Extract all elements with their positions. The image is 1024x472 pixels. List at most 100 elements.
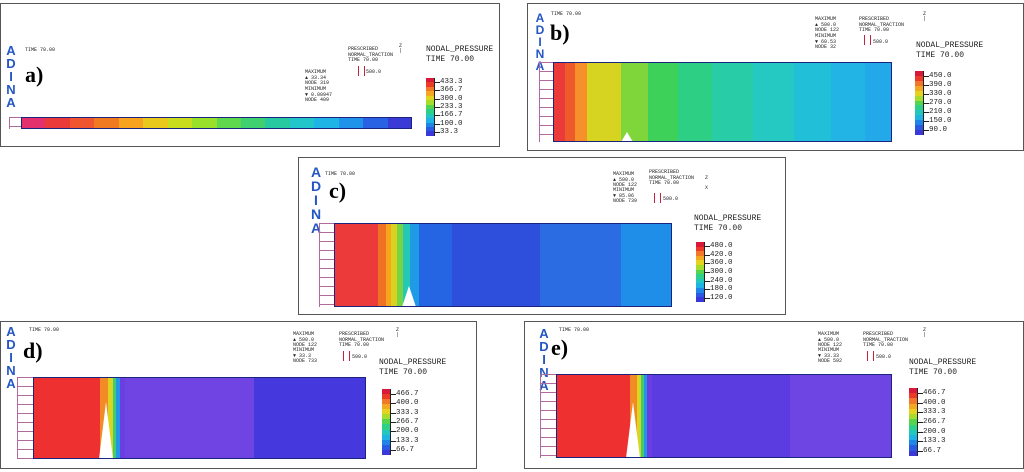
load-value: 500.0: [663, 196, 679, 202]
legend-color-swatch: [696, 274, 704, 279]
legend-color-bar: [382, 389, 390, 455]
legend-color-swatch: [382, 409, 390, 415]
max-info: MAXIMUM ▲ 500.0 NODE 122: [815, 16, 840, 34]
load-label: PRESCRIBED NORMAL_TRACTION TIME 70.00: [649, 169, 695, 187]
legend-color-swatch: [915, 90, 923, 96]
legend-color-swatch: [382, 439, 390, 445]
contour-band: [644, 374, 648, 458]
contour-band: [377, 223, 388, 307]
boundary-ticks: [9, 117, 22, 129]
load-arrow-icon: [654, 193, 661, 203]
legend-color-swatch: [909, 445, 917, 451]
contour-band: [640, 374, 646, 458]
boundary-ticks: [17, 377, 34, 459]
legend-color-swatch: [915, 85, 923, 91]
legend-ticks: [390, 389, 396, 455]
legend-title: NODAL_PRESSURE TIME 70.00: [426, 45, 494, 64]
min-info: MINIMUM ▼ 33.33 NODE 592: [818, 347, 843, 365]
load-label: PRESCRIBED NORMAL_TRACTION TIME 70.00: [863, 331, 909, 349]
axis-triad: Z |: [396, 327, 400, 338]
legend-value: 240.0: [710, 276, 733, 285]
min-info: MINIMUM ▼ 33.3 NODE 733: [293, 347, 318, 365]
contour-band: [334, 223, 379, 307]
contour-band: [107, 377, 114, 459]
legend-labels: 433.3 366.7 300.0 233.3 166.7 100.0 33.3: [440, 78, 480, 136]
min-info: MINIMUM ▼ 60.53 NODE 32: [815, 33, 837, 51]
pressure-contour-plot: [21, 117, 412, 129]
legend-color-swatch: [909, 388, 917, 394]
legend-color-swatch: [426, 82, 434, 87]
legend-value: 180.0: [710, 285, 733, 294]
time-label: TIME 70.00: [29, 327, 60, 333]
contour-band: [216, 117, 243, 129]
legend-value: 400.0: [923, 398, 946, 407]
legend-value: 480.0: [710, 242, 733, 251]
legend-color-swatch: [426, 95, 434, 101]
legend-ticks: [923, 71, 929, 135]
legend-color-swatch: [382, 444, 390, 450]
legend-color-swatch: [426, 118, 434, 123]
legend-title: NODAL_PRESSURE TIME 70.00: [916, 41, 984, 60]
load-value: 500.0: [352, 354, 368, 360]
load-arrow-icon: [867, 351, 874, 361]
legend-tick: [435, 123, 440, 125]
panel-label: e): [551, 335, 569, 360]
legend-tick: [918, 441, 923, 443]
time-label: TIME 70.00: [25, 47, 56, 53]
legend-ticks: [704, 242, 710, 302]
legend-value: 450.0: [929, 71, 952, 80]
legend-tick: [918, 431, 923, 433]
legend-tick: [705, 280, 710, 282]
legend-color-swatch: [426, 100, 434, 105]
legend-tick: [391, 450, 396, 452]
legend-value: 270.0: [929, 99, 952, 107]
load-arrow-icon: [358, 66, 365, 76]
legend-color-swatch: [426, 91, 434, 96]
legend-value: 333.3: [923, 408, 946, 417]
min-info: MINIMUM ▼ 85.06 NODE 739: [613, 187, 638, 205]
contour-band: [753, 62, 795, 142]
boundary-ticks: [540, 374, 557, 458]
boundary-ticks: [319, 223, 335, 307]
legend-color-swatch: [915, 105, 923, 111]
legend-color-swatch: [382, 419, 390, 425]
max-info: MAXIMUM ▲ 500.0 NODE 122: [293, 331, 318, 349]
legend-ticks: [917, 388, 923, 456]
contour-band: [338, 117, 365, 129]
legend-color-swatch: [909, 403, 917, 409]
contour-band: [391, 223, 398, 307]
legend-color-swatch: [915, 130, 923, 135]
legend-color-bar: [915, 71, 923, 135]
contour-band: [410, 223, 420, 307]
legend-labels: 450.0 390.0 330.0 270.0 210.0 150.0 90.0: [929, 71, 969, 135]
legend-color-swatch: [915, 125, 923, 131]
contour-band: [386, 223, 393, 307]
legend-color-swatch: [915, 110, 923, 116]
legend-title: NODAL_PRESSURE TIME 70.00: [694, 214, 762, 233]
time-label: TIME 70.00: [325, 171, 356, 177]
time-label: TIME 70.00: [559, 327, 590, 333]
contour-band: [143, 117, 169, 129]
legend-labels: 466.7 400.0 333.3 266.7 200.0 133.3 66.7: [923, 388, 963, 456]
legend-value: 233.3: [440, 103, 463, 111]
pressure-contour-plot: [553, 62, 892, 142]
contour-band: [646, 374, 653, 458]
legend-color-swatch: [426, 126, 434, 132]
load-label: PRESCRIBED NORMAL_TRACTION TIME 70.00: [339, 331, 385, 349]
contour-band: [636, 374, 642, 458]
contour-band: [540, 223, 623, 307]
legend-tick: [705, 289, 710, 291]
legend-color-swatch: [696, 251, 704, 256]
legend-tick: [435, 115, 440, 117]
contour-band: [830, 62, 866, 142]
time-label: TIME 70.00: [551, 11, 582, 17]
max-info: MAXIMUM ▲ 500.0 NODE 122: [613, 171, 638, 189]
legend-color-bar: [909, 388, 917, 456]
legend-tick: [391, 393, 396, 395]
legend-color-swatch: [696, 242, 704, 247]
